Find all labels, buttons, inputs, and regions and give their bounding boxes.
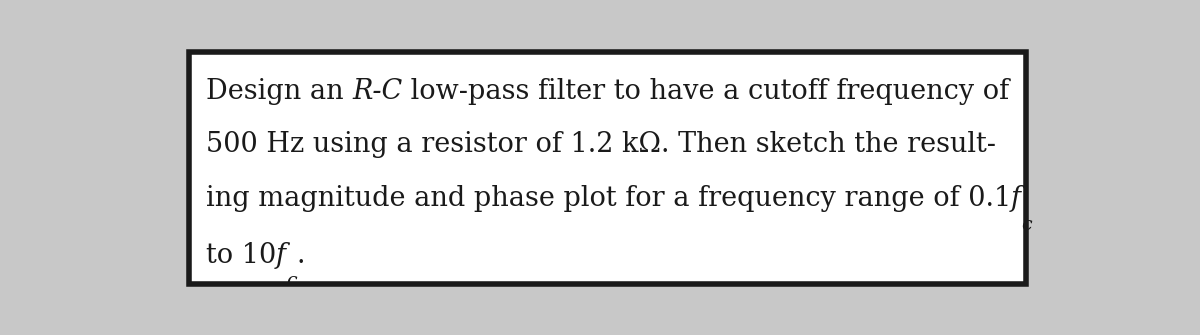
Text: .: .: [296, 242, 305, 269]
Text: f: f: [276, 242, 286, 269]
FancyBboxPatch shape: [190, 52, 1026, 284]
Text: to 10: to 10: [206, 242, 276, 269]
Text: R-C: R-C: [352, 78, 402, 105]
Text: c: c: [286, 272, 296, 290]
Text: 500 Hz using a resistor of 1.2 kΩ. Then sketch the result-: 500 Hz using a resistor of 1.2 kΩ. Then …: [206, 131, 996, 158]
Text: low-pass filter to have a cutoff frequency of: low-pass filter to have a cutoff frequen…: [402, 78, 1009, 105]
Text: ing magnitude and phase plot for a frequency range of 0.1: ing magnitude and phase plot for a frequ…: [206, 185, 1012, 212]
Text: Design an: Design an: [206, 78, 352, 105]
Text: f: f: [1012, 185, 1021, 212]
Text: c: c: [1021, 216, 1032, 233]
